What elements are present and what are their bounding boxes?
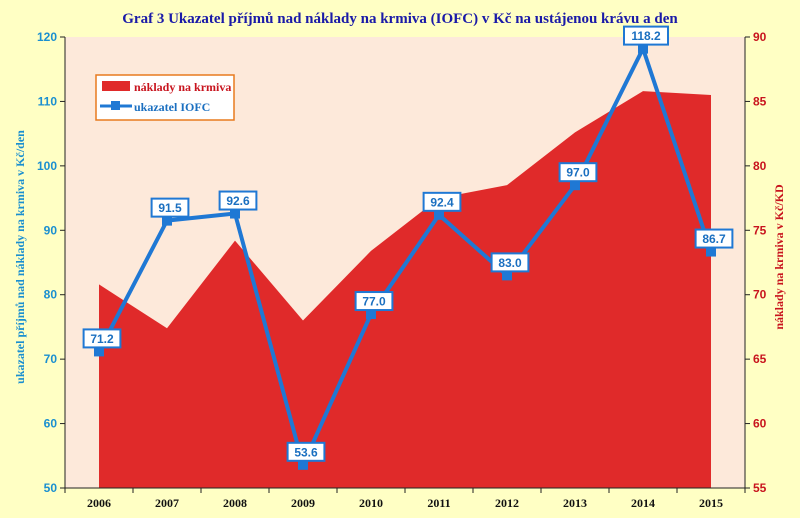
x-tick-label: 2014 [631,496,655,510]
data-label: 92.4 [430,195,454,209]
y-tick-label-left: 80 [44,288,58,302]
data-label-box [558,162,598,183]
x-tick-label: 2010 [359,496,383,510]
data-label-box [490,252,530,273]
data-label-box [150,197,190,218]
y-tick-label-left: 110 [38,94,58,108]
x-tick-label: 2009 [291,496,315,510]
y-tick-label-right: 85 [753,94,767,108]
data-label: 71.2 [90,332,114,346]
legend-marker-iofc [111,101,120,110]
data-label-box [694,228,734,249]
y-tick-label-left: 70 [44,352,58,366]
data-label-box [354,291,394,312]
data-label: 92.6 [226,194,250,208]
x-tick-label: 2007 [155,496,179,510]
data-label: 91.5 [158,201,182,215]
line-series-iofc [97,46,713,467]
data-point-iofc [298,459,308,470]
legend: náklady na krmiva ukazatel IOFC [95,74,235,121]
y-tick-label-left: 90 [44,223,58,237]
data-label-box [422,191,462,212]
y-tick-label-left: 100 [37,159,57,173]
x-tick-label: 2013 [563,496,587,510]
chart-title: Graf 3 Ukazatel příjmů nad náklady na kr… [122,11,678,27]
y-tick-label-right: 60 [753,417,767,431]
y-tick-label-left: 50 [44,481,58,495]
y-axis-title-right: náklady na krmiva v Kč/KD [772,184,786,330]
data-point-iofc [502,270,512,281]
data-label: 118.2 [631,29,661,43]
y-tick-label-right: 65 [753,352,767,366]
data-label-box [286,441,326,462]
data-label: 77.0 [362,295,386,309]
y-tick-label-right: 90 [753,30,767,44]
area-series-naklady [99,91,711,489]
y-axis-title-left: ukazatel příjmů nad náklady na krmiva v … [13,130,27,384]
x-tick-label: 2008 [223,496,247,510]
data-point-iofc [162,215,172,226]
x-tick-label: 2006 [87,496,111,510]
data-label: 53.6 [294,445,318,459]
data-label: 97.0 [566,166,590,180]
data-label: 83.0 [498,256,522,270]
legend-label-naklady: náklady na krmiva [134,80,231,94]
x-tick-label: 2015 [699,496,723,510]
data-point-iofc [638,43,648,54]
x-tick-label: 2011 [427,496,450,510]
data-point-iofc [570,180,580,191]
y-tick-label-left: 60 [44,417,58,431]
y-tick-label-left: 120 [37,30,57,44]
y-tick-label-right: 55 [753,481,767,495]
data-point-iofc [94,346,104,357]
y-tick-label-right: 80 [753,159,767,173]
y-tick-label-right: 75 [753,223,767,237]
data-label-box [82,328,122,349]
y-tick-label-right: 70 [753,288,767,302]
data-point-iofc [706,246,716,257]
data-point-iofc [230,208,240,219]
data-point-iofc [434,209,444,220]
data-label-box [623,25,669,46]
x-tick-label: 2012 [495,496,519,510]
data-point-iofc [366,309,376,320]
legend-swatch-naklady [102,81,130,91]
data-label: 86.7 [702,232,726,246]
legend-label-iofc: ukazatel IOFC [134,100,210,114]
data-label-box [218,190,258,211]
